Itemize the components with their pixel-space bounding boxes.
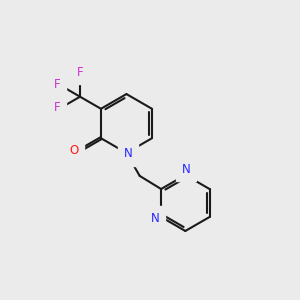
Text: N: N [151, 212, 160, 225]
Text: F: F [54, 78, 61, 91]
Text: N: N [124, 147, 132, 160]
Text: F: F [54, 101, 61, 114]
Text: N: N [182, 163, 190, 176]
Text: F: F [77, 66, 83, 79]
Text: O: O [69, 144, 79, 157]
